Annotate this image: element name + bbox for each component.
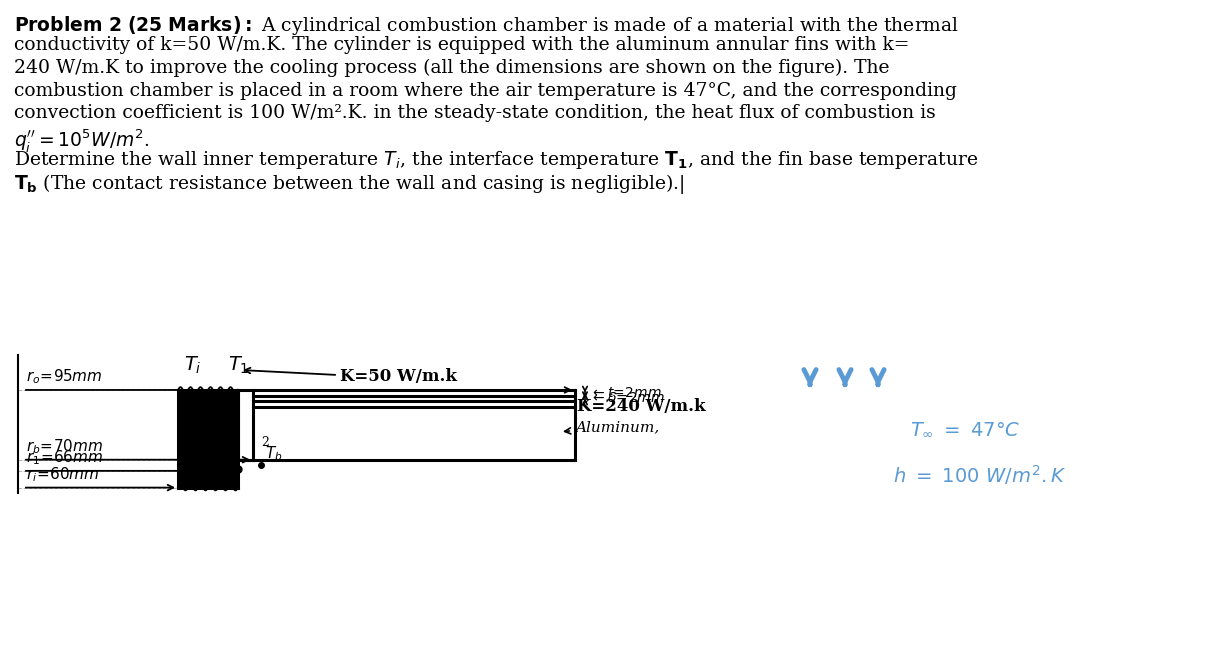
Text: $h\ =\ 100\ W/m^2.K$: $h\ =\ 100\ W/m^2.K$ bbox=[893, 463, 1067, 487]
Text: $\mathbf{T_b}$ (The contact resistance between the wall and casing is negligible: $\mathbf{T_b}$ (The contact resistance b… bbox=[14, 172, 685, 195]
Text: $r_i\!=\!60mm$: $r_i\!=\!60mm$ bbox=[26, 465, 100, 484]
Text: 2: 2 bbox=[261, 436, 269, 450]
Text: Aluminum,: Aluminum, bbox=[564, 420, 659, 434]
Text: K=240 W/m.k: K=240 W/m.k bbox=[576, 399, 705, 415]
Text: $T_i$: $T_i$ bbox=[184, 355, 202, 376]
Text: convection coefficient is 100 W/m².K. in the steady-state condition, the heat fl: convection coefficient is 100 W/m².K. in… bbox=[14, 104, 935, 122]
Text: $\leftarrow t\!=\!2mm$: $\leftarrow t\!=\!2mm$ bbox=[590, 386, 661, 400]
Text: $\mathbf{Problem\ 2\ (25\ Marks):}$ A cylindrical combustion chamber is made of : $\mathbf{Problem\ 2\ (25\ Marks):}$ A cy… bbox=[14, 14, 960, 37]
Bar bbox=[178, 390, 238, 488]
Text: K=50 W/m.k: K=50 W/m.k bbox=[340, 368, 457, 385]
Text: combustion chamber is placed in a room where the air temperature is 47°C, and th: combustion chamber is placed in a room w… bbox=[14, 81, 957, 99]
Text: $r_b\!=\!70mm$: $r_b\!=\!70mm$ bbox=[26, 437, 103, 456]
Text: Determine the wall inner temperature $T_i$, the interface temperature $\mathbf{T: Determine the wall inner temperature $T_… bbox=[14, 149, 978, 171]
Text: conductivity of k=50 W/m.K. The cylinder is equipped with the aluminum annular f: conductivity of k=50 W/m.K. The cylinder… bbox=[14, 36, 909, 54]
Bar bbox=[256, 407, 573, 460]
Text: 240 W/m.K to improve the cooling process (all the dimensions are shown on the fi: 240 W/m.K to improve the cooling process… bbox=[14, 59, 890, 77]
Text: $T_1$: $T_1$ bbox=[229, 355, 249, 376]
Text: $T_{\infty}\ =\ 47°C$: $T_{\infty}\ =\ 47°C$ bbox=[909, 421, 1020, 439]
Text: $r_o\!=\!95mm$: $r_o\!=\!95mm$ bbox=[26, 367, 102, 386]
Text: $q_i'' = 10^5W/m^2$.: $q_i'' = 10^5W/m^2$. bbox=[14, 127, 150, 154]
Bar bbox=[256, 390, 573, 395]
Text: $\leftarrow \delta\!=\!2mm$: $\leftarrow \delta\!=\!2mm$ bbox=[590, 391, 665, 405]
Text: $r_1\!=\!66mm$: $r_1\!=\!66mm$ bbox=[26, 448, 103, 467]
Text: $T_b$: $T_b$ bbox=[265, 445, 283, 463]
Bar bbox=[256, 395, 573, 401]
